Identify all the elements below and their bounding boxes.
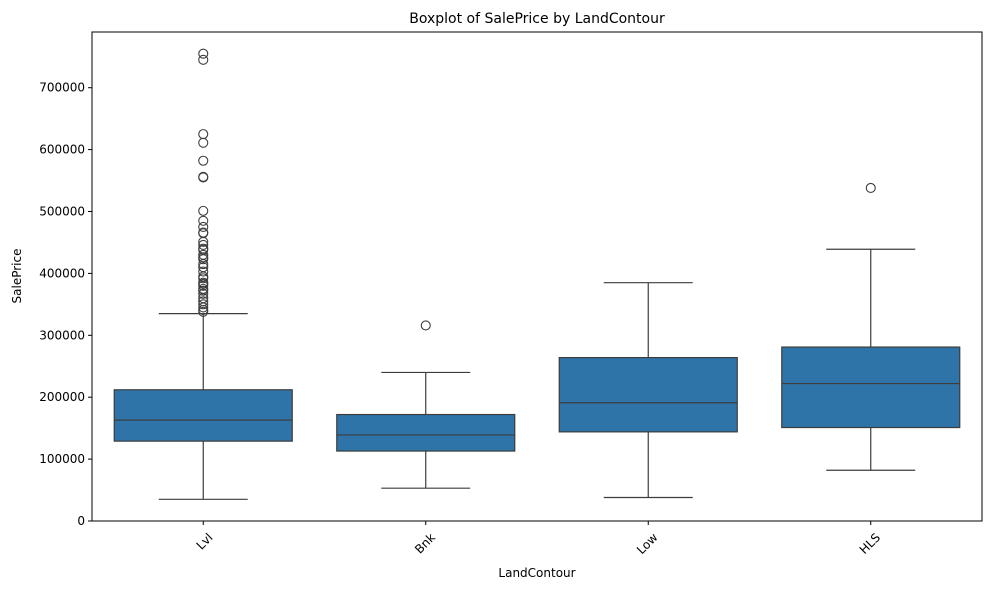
box-group-lvl <box>113 48 293 500</box>
box-iqr <box>558 356 738 433</box>
y-tick-label: 500000 <box>39 205 85 219</box>
outlier-point <box>198 221 209 233</box>
outlier-point <box>198 129 209 140</box>
outlier-point <box>198 285 209 296</box>
y-tick-label: 600000 <box>39 143 85 157</box>
box-group-hls <box>781 182 961 471</box>
x-tick-label: HLS <box>857 530 883 556</box>
x-tick-label: Lvl <box>194 530 216 552</box>
outlier-point <box>198 239 209 250</box>
outlier-point <box>198 228 209 239</box>
x-axis: Lvl Bnk Low HLS <box>194 521 883 557</box>
outlier-point <box>198 254 209 265</box>
y-tick-label: 100000 <box>39 452 85 466</box>
outlier-point <box>198 155 209 166</box>
outlier-point <box>198 306 209 317</box>
y-tick-label: 0 <box>77 514 85 528</box>
outlier-point <box>198 48 209 59</box>
outlier-point <box>198 288 209 299</box>
box-group-bnk <box>336 320 516 489</box>
plot-area <box>113 48 961 500</box>
outlier-point <box>198 280 209 291</box>
y-axis: 0 100000 200000 300000 400000 500000 600000 700… <box>39 81 92 528</box>
outlier-point <box>198 205 209 216</box>
x-tick-label: Low <box>634 530 661 557</box>
outlier-point <box>198 137 209 148</box>
outlier-point <box>198 302 209 313</box>
y-tick-label: 300000 <box>39 328 85 342</box>
x-tick-label: Bnk <box>412 530 438 556</box>
y-tick-label: 700000 <box>39 81 85 95</box>
outlier-point <box>420 320 431 331</box>
outlier-point <box>198 266 209 277</box>
y-tick-label: 200000 <box>39 390 85 404</box>
box-iqr <box>336 413 516 452</box>
y-axis-label: SalePrice <box>10 249 24 304</box>
box-iqr <box>113 389 293 442</box>
outlier-point <box>198 54 209 65</box>
outlier-point <box>198 236 209 247</box>
plot-frame <box>91 31 983 522</box>
outlier-point <box>865 182 876 194</box>
outlier-point <box>198 259 209 270</box>
x-axis-label: LandContour <box>498 566 575 580</box>
y-tick-label: 400000 <box>39 266 85 280</box>
outlier-point <box>198 273 209 284</box>
chart-title: Boxplot of SalePrice by LandContour <box>409 11 665 27</box>
outlier-point <box>198 299 209 310</box>
box-iqr <box>781 346 961 429</box>
box-group-low <box>558 282 738 499</box>
outlier-point <box>198 172 209 183</box>
outlier-point <box>198 215 209 226</box>
